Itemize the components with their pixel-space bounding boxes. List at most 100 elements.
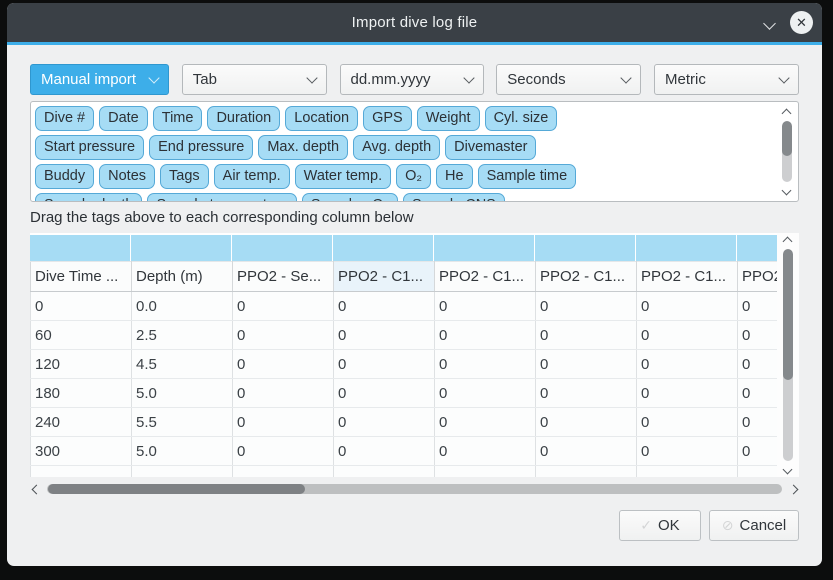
table-cell: 0: [434, 407, 536, 437]
window-close-button[interactable]: ✕: [790, 11, 813, 34]
window-shade-chevron-icon[interactable]: [764, 17, 776, 29]
draggable-tag-divemaster[interactable]: Divemaster: [445, 135, 537, 160]
cancel-button[interactable]: ⊘ Cancel: [709, 510, 799, 541]
draggable-tag-cyl-size[interactable]: Cyl. size: [484, 106, 558, 131]
field-separator-value: Tab: [192, 71, 217, 88]
ok-button[interactable]: ✓ OK: [619, 510, 701, 541]
date-format-select[interactable]: dd.mm.yyyy: [339, 64, 484, 95]
table-cell: 0: [737, 291, 777, 321]
titlebar[interactable]: Import dive log file ✕: [7, 3, 822, 42]
scroll-up-icon[interactable]: [783, 235, 792, 244]
table-cell: [30, 465, 132, 477]
column-drop-target[interactable]: [535, 235, 635, 261]
table-cell: 0: [535, 378, 637, 408]
draggable-tag-notes[interactable]: Notes: [99, 164, 156, 189]
table-cell: 0: [535, 407, 637, 437]
draggable-tag-dive-number[interactable]: Dive #: [35, 106, 95, 131]
column-drop-target[interactable]: [232, 235, 332, 261]
draggable-tag-he[interactable]: He: [436, 164, 473, 189]
draggable-tag-max-depth[interactable]: Max. depth: [258, 135, 349, 160]
column-header[interactable]: PPO2 - Se...: [232, 261, 334, 292]
table-horizontal-scrollbar[interactable]: [30, 482, 799, 496]
column-drop-target[interactable]: [737, 235, 777, 261]
dialog-content: Manual import Tab dd.mm.yyyy Seconds Met…: [7, 45, 822, 541]
draggable-tag-time[interactable]: Time: [152, 106, 203, 131]
table-cell: [131, 465, 233, 477]
scrollbar-thumb[interactable]: [782, 121, 792, 157]
import-mode-select[interactable]: Manual import: [30, 64, 169, 95]
scrollbar-thumb[interactable]: [48, 484, 306, 494]
draggable-tag-buddy[interactable]: Buddy: [35, 164, 95, 189]
draggable-tag-location[interactable]: Location: [285, 106, 359, 131]
scroll-up-icon[interactable]: [782, 107, 791, 116]
table-cell: 5.0: [131, 378, 233, 408]
draggable-tag-sample-temperature[interactable]: Sample temperature: [147, 193, 297, 201]
table-vertical-scrollbar[interactable]: [780, 235, 796, 475]
table-row: 180 5.0 0 0 0 0 0 0: [30, 378, 777, 408]
draggable-tag-date[interactable]: Date: [99, 106, 148, 131]
scrollbar-track[interactable]: [47, 484, 782, 494]
table-cell: 0: [333, 320, 435, 350]
tag-pool-scrollbar[interactable]: [779, 107, 795, 196]
close-icon: ✕: [796, 15, 807, 30]
window-title: Import dive log file: [351, 14, 478, 31]
table-cell: 0: [535, 320, 637, 350]
scrollbar-track[interactable]: [782, 121, 792, 182]
column-header-highlighted[interactable]: PPO2 - C1...: [333, 261, 435, 292]
table-cell: 4.5: [131, 349, 233, 379]
column-drop-target[interactable]: [434, 235, 534, 261]
duration-format-value: Seconds: [507, 71, 566, 88]
draggable-tag-sample-time[interactable]: Sample time: [477, 164, 577, 189]
column-drop-target[interactable]: [333, 235, 433, 261]
duration-format-select[interactable]: Seconds: [496, 64, 642, 95]
draggable-tag-end-pressure[interactable]: End pressure: [149, 135, 254, 160]
table-cell: 0: [232, 320, 334, 350]
cancel-button-label: Cancel: [739, 517, 787, 534]
draggable-tag-gps[interactable]: GPS: [363, 106, 412, 131]
units-system-select[interactable]: Metric: [654, 64, 799, 95]
table-cell: 0: [636, 349, 738, 379]
draggable-tag-o2[interactable]: O₂: [396, 164, 432, 189]
column-drop-target[interactable]: [131, 235, 231, 261]
column-header[interactable]: Depth (m): [131, 261, 233, 292]
scroll-right-icon[interactable]: [790, 485, 799, 494]
tag-pool: Dive # Date Time Duration Location GPS W…: [30, 101, 799, 202]
draggable-tag-sample-po2[interactable]: Sample pO₂: [301, 193, 399, 201]
column-header[interactable]: PPO2 - C1...: [636, 261, 738, 292]
field-separator-select[interactable]: Tab: [181, 64, 327, 95]
column-header[interactable]: PPO2: [737, 261, 777, 292]
column-drop-target[interactable]: [30, 235, 130, 261]
draggable-tag-sample-depth[interactable]: Sample depth: [35, 193, 143, 201]
ok-button-label: OK: [658, 517, 680, 534]
draggable-tag-start-pressure[interactable]: Start pressure: [35, 135, 145, 160]
scroll-down-icon[interactable]: [782, 187, 791, 196]
draggable-tag-avg-depth[interactable]: Avg. depth: [353, 135, 441, 160]
column-header[interactable]: PPO2 - C1...: [434, 261, 536, 292]
preview-table: Dive Time ... Depth (m) PPO2 - Se... PPO…: [30, 261, 777, 477]
draggable-tag-water-temp[interactable]: Water temp.: [294, 164, 392, 189]
table-cell: 0: [333, 407, 435, 437]
column-header[interactable]: Dive Time ...: [30, 261, 132, 292]
scrollbar-thumb[interactable]: [783, 249, 793, 381]
table-cell: 5.0: [131, 436, 233, 466]
draggable-tag-duration[interactable]: Duration: [207, 106, 281, 131]
draggable-tag-tags[interactable]: Tags: [160, 164, 209, 189]
column-drop-target[interactable]: [636, 235, 736, 261]
column-header[interactable]: PPO2 - C1...: [535, 261, 637, 292]
draggable-tag-sample-cns[interactable]: Sample CNS: [403, 193, 505, 201]
titlebar-actions: ✕: [764, 3, 813, 42]
table-cell: 0: [737, 378, 777, 408]
scroll-down-icon[interactable]: [783, 466, 792, 475]
table-row: 240 5.5 0 0 0 0 0 0: [30, 407, 777, 437]
table-cell: 2.5: [131, 320, 233, 350]
table-cell: 0: [636, 407, 738, 437]
draggable-tag-weight[interactable]: Weight: [416, 106, 480, 131]
scrollbar-track[interactable]: [783, 249, 793, 461]
column-drop-target-row: [30, 235, 777, 261]
dialog-button-row: ✓ OK ⊘ Cancel: [30, 510, 799, 541]
scroll-left-icon[interactable]: [30, 485, 39, 494]
chevron-down-icon: [778, 71, 790, 84]
draggable-tag-air-temp[interactable]: Air temp.: [213, 164, 290, 189]
table-cell: 0: [333, 349, 435, 379]
table-cell: 0: [737, 436, 777, 466]
